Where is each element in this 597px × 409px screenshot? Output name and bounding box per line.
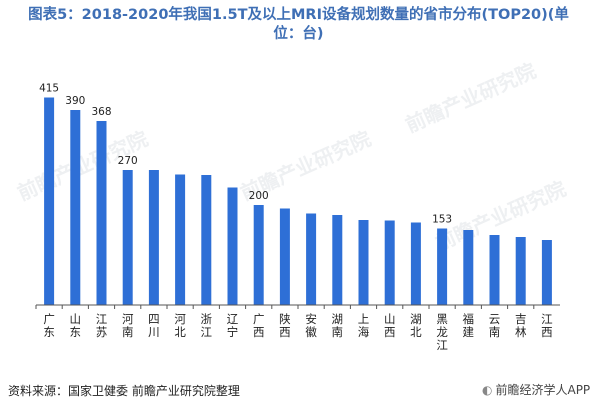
category-label-13-char-0: 山 [384, 312, 396, 326]
category-label-16-char-0: 福 [463, 312, 475, 326]
category-label-7-char-0: 辽 [227, 312, 239, 326]
category-label-1-char-0: 山 [70, 312, 82, 326]
category-label-18-char-0: 吉 [515, 312, 527, 326]
bar-11 [332, 215, 343, 305]
category-label-9-char-0: 陕 [279, 312, 291, 326]
category-label-12-char-1: 海 [358, 325, 370, 339]
chart-title-line2: 位：台) [273, 26, 324, 42]
category-label-19-char-0: 江 [541, 312, 553, 326]
category-label-6-char-1: 江 [201, 325, 213, 339]
bar-10 [306, 213, 317, 305]
chart-title-line1: 图表5：2018-2020年我国1.5T及以上MRI设备规划数量的省市分布(TO… [28, 7, 569, 23]
category-label-8-char-1: 西 [253, 325, 265, 339]
category-label-13-char-1: 西 [384, 325, 396, 339]
category-label-0-char-0: 广 [43, 312, 55, 326]
category-label-2-char-0: 江 [96, 312, 108, 326]
data-label-3: 270 [118, 155, 138, 167]
bar-4 [148, 170, 159, 305]
category-labels-group: 广东山东江苏河南四川河北浙江辽宁广西陕西安徽湖南上海山西湖北黑龙江福建云南吉林江… [35, 305, 553, 352]
data-label-15: 153 [432, 214, 452, 226]
bar-2 [96, 121, 107, 305]
category-label-19-char-1: 西 [541, 325, 553, 339]
bar-5 [175, 174, 186, 305]
category-label-9-char-1: 西 [279, 325, 291, 339]
bar-17 [489, 235, 500, 305]
category-label-4-char-1: 川 [148, 325, 160, 339]
data-label-1: 390 [65, 95, 85, 107]
bar-1 [70, 110, 81, 305]
category-label-11-char-0: 湖 [332, 312, 344, 326]
bar-16 [463, 230, 474, 305]
category-label-6-char-0: 浙 [201, 312, 213, 326]
category-label-7-char-1: 宁 [227, 325, 239, 339]
bar-6 [201, 175, 212, 305]
category-label-3-char-0: 河 [122, 312, 134, 326]
category-label-18-char-1: 林 [515, 325, 527, 339]
category-label-14-char-0: 湖 [410, 312, 422, 326]
bar-15 [437, 228, 448, 305]
category-label-15-char-0: 黑 [436, 312, 448, 326]
category-label-11-char-1: 南 [332, 325, 344, 339]
data-labels-group: 415 390 368 270 200 153 [39, 83, 452, 226]
data-label-2: 368 [91, 106, 111, 118]
category-label-5-char-1: 北 [174, 325, 186, 339]
category-label-5-char-0: 河 [174, 312, 186, 326]
category-label-2-char-1: 苏 [96, 325, 108, 339]
chart-title: 图表5：2018-2020年我国1.5T及以上MRI设备规划数量的省市分布(TO… [0, 6, 597, 44]
category-label-17-char-1: 南 [489, 325, 501, 339]
category-label-3-char-1: 南 [122, 325, 134, 339]
data-label-0: 415 [39, 83, 59, 95]
bars-group [44, 97, 552, 305]
bar-19 [541, 240, 552, 305]
source-note: 资料来源：国家卫健委 前瞻产业研究院整理 [8, 384, 240, 398]
app-logo-text: 前瞻经济学人APP [495, 383, 591, 397]
bar-12 [358, 220, 369, 305]
data-label-8: 200 [249, 190, 269, 202]
bar-14 [410, 222, 421, 305]
category-label-12-char-0: 上 [358, 312, 370, 326]
bar-8 [253, 205, 264, 305]
bar-13 [384, 220, 395, 305]
app-logo: ◐ 前瞻经济学人APP [482, 381, 590, 398]
category-label-15-char-1: 龙 [436, 325, 448, 339]
category-label-16-char-1: 建 [463, 325, 475, 339]
category-label-8-char-0: 广 [253, 312, 265, 326]
bar-7 [227, 187, 238, 305]
bar-3 [122, 170, 133, 305]
bar-18 [515, 237, 526, 305]
bar-0 [44, 97, 55, 305]
category-label-17-char-0: 云 [489, 312, 501, 326]
category-label-1-char-1: 东 [70, 325, 82, 339]
category-label-0-char-1: 东 [43, 325, 55, 339]
bar-9 [279, 208, 290, 305]
brand-logo-icon: ◐ [482, 383, 493, 397]
category-label-14-char-1: 北 [410, 325, 422, 339]
category-label-15-char-2: 江 [436, 338, 448, 352]
category-label-4-char-0: 四 [148, 312, 160, 326]
category-label-10-char-1: 徽 [305, 325, 317, 339]
category-label-10-char-0: 安 [305, 312, 317, 326]
